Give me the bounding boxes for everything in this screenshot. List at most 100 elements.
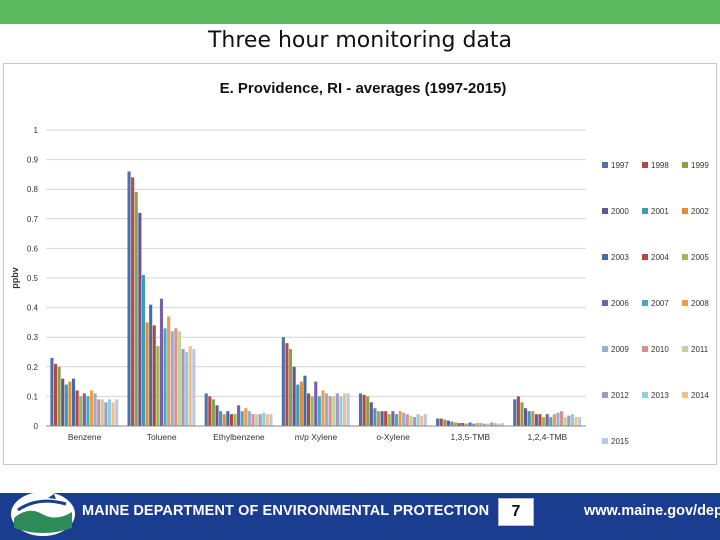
- bar-2014-1: [188, 346, 192, 426]
- bar-2004-2: [229, 414, 233, 426]
- bar-1997-3: [281, 337, 285, 426]
- legend-swatch-2007: [642, 300, 648, 306]
- bar-1999-4: [366, 396, 370, 426]
- bar-2005-3: [310, 396, 314, 426]
- bar-2009-5: [479, 423, 483, 426]
- top-accent-bar: [0, 0, 720, 24]
- bar-2012-4: [412, 417, 417, 426]
- bar-2000-2: [215, 405, 219, 426]
- bar-2012-1: [181, 349, 185, 426]
- bar-2010-4: [405, 414, 409, 426]
- legend-swatch-2015: [602, 438, 608, 444]
- bar-1997-4: [358, 393, 363, 426]
- bar-2005-5: [464, 423, 468, 426]
- legend-swatch-2010: [642, 346, 648, 352]
- legend-swatch-2005: [682, 254, 688, 260]
- y-tick-label: 0.7: [27, 215, 39, 224]
- bar-2000-1: [138, 212, 142, 426]
- bar-2005-2: [233, 414, 237, 426]
- bar-2012-0: [104, 402, 108, 426]
- legend-label-2014: 2014: [691, 391, 709, 400]
- bar-2003-6: [534, 414, 538, 426]
- bar-2006-5: [468, 422, 472, 426]
- bar-2013-0: [107, 399, 112, 426]
- legend-swatch-2003: [602, 254, 608, 260]
- bar-2010-2: [251, 414, 255, 426]
- y-tick-label: 0: [34, 422, 39, 431]
- bar-2004-0: [75, 390, 79, 426]
- bar-2013-1: [185, 352, 189, 426]
- bar-2003-3: [303, 375, 307, 426]
- bar-2014-5: [497, 423, 501, 426]
- bar-2007-0: [86, 396, 90, 426]
- bar-2004-1: [152, 325, 156, 426]
- bar-2011-5: [486, 423, 490, 426]
- bar-2011-6: [563, 417, 567, 426]
- bar-2006-0: [82, 393, 86, 426]
- bar-2006-6: [545, 414, 549, 426]
- bar-2009-4: [402, 412, 406, 426]
- bar-1998-1: [131, 177, 135, 426]
- bar-2015-6: [578, 417, 582, 426]
- legend-swatch-2002: [682, 208, 688, 214]
- bar-2015-4: [423, 414, 427, 426]
- bar-2006-4: [391, 411, 395, 426]
- bar-1998-0: [53, 363, 58, 426]
- y-tick-label: 0.2: [27, 363, 39, 372]
- bar-2005-0: [79, 396, 83, 426]
- legend-label-2005: 2005: [691, 253, 709, 262]
- bar-1997-2: [204, 393, 208, 426]
- bar-1999-5: [443, 419, 447, 426]
- legend-label-1998: 1998: [651, 161, 669, 170]
- footer-url-link[interactable]: www.maine.gov/dep: [584, 503, 720, 519]
- x-tick-label: o-Xylene: [376, 432, 410, 442]
- bar-1997-6: [513, 399, 517, 426]
- bar-1997-1: [127, 171, 131, 426]
- bar-1998-3: [285, 343, 289, 426]
- legend-swatch-2009: [602, 346, 608, 352]
- bar-2009-1: [170, 331, 174, 426]
- bar-2002-3: [299, 381, 303, 426]
- bar-2004-6: [538, 414, 542, 426]
- chart-title: E. Providence, RI - averages (1997-2015): [220, 80, 507, 97]
- bar-2011-1: [177, 331, 182, 426]
- y-tick-label: 0.9: [27, 156, 39, 165]
- legend-label-2011: 2011: [691, 345, 709, 354]
- bar-2000-0: [61, 378, 65, 426]
- bar-2008-0: [89, 390, 94, 426]
- bar-2013-3: [339, 396, 343, 426]
- bar-2005-1: [156, 346, 160, 426]
- bar-1998-2: [208, 396, 212, 426]
- x-tick-label: Benzene: [68, 432, 102, 442]
- bar-1998-5: [439, 418, 443, 426]
- bar-2013-5: [493, 423, 497, 426]
- bar-1999-2: [211, 399, 215, 426]
- legend-label-2000: 2000: [611, 207, 629, 216]
- legend-label-2009: 2009: [611, 345, 629, 354]
- bar-2007-3: [317, 396, 321, 426]
- bar-2015-1: [192, 349, 196, 426]
- bar-2001-4: [373, 408, 377, 426]
- y-tick-label: 0.5: [27, 274, 39, 283]
- bar-2003-2: [226, 411, 230, 426]
- bar-2010-1: [174, 328, 178, 426]
- bar-2011-3: [332, 396, 336, 426]
- bar-2011-0: [100, 399, 104, 426]
- bar-2013-2: [262, 412, 266, 426]
- bar-2006-1: [159, 298, 164, 426]
- bar-2006-3: [314, 381, 318, 426]
- y-tick-label: 0.8: [27, 185, 39, 194]
- legend-swatch-2008: [682, 300, 688, 306]
- bar-2013-4: [416, 414, 420, 426]
- footer-bar: [0, 493, 720, 540]
- bar-2015-0: [115, 399, 119, 426]
- legend-swatch-1998: [642, 162, 648, 168]
- slide-title: Three hour monitoring data: [207, 28, 513, 53]
- legend-swatch-2004: [642, 254, 648, 260]
- bar-2014-3: [343, 393, 347, 426]
- legend-swatch-2012: [602, 392, 608, 398]
- bar-2001-5: [450, 421, 454, 426]
- x-tick-label: Ethylbenzene: [213, 432, 265, 442]
- bar-1998-6: [516, 396, 520, 426]
- legend-swatch-2013: [642, 392, 648, 398]
